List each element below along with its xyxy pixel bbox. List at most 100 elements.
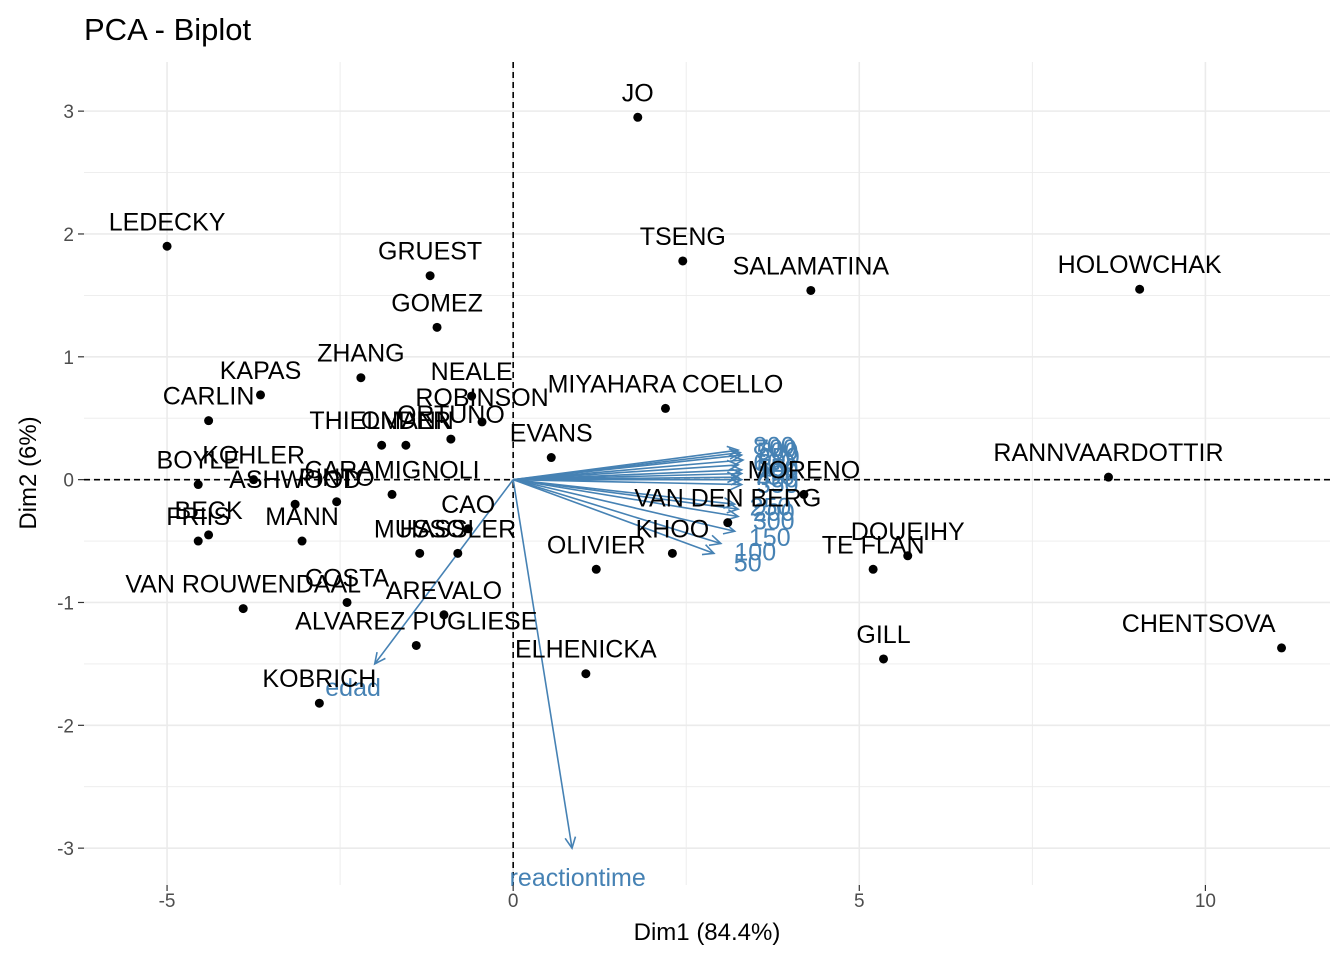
- variable-arrow: [513, 478, 739, 510]
- point-label: LEDECKY: [109, 208, 226, 236]
- individual-point: [1277, 643, 1287, 653]
- individual-points: [162, 112, 1287, 708]
- variable-label: edad: [325, 674, 381, 702]
- individual-point: [903, 551, 913, 561]
- point-label: GILL: [856, 621, 910, 649]
- point-label: HASSLER: [399, 515, 516, 543]
- individual-point: [546, 453, 556, 463]
- point-label: GOMEZ: [391, 289, 483, 317]
- point-label: COSTA: [305, 564, 390, 592]
- variable-arrowhead: [708, 534, 723, 547]
- point-label: KOHLER: [202, 442, 305, 470]
- variable-arrowhead: [730, 478, 744, 491]
- point-label: OLIVIER: [547, 531, 646, 559]
- point-label: THIELMANN: [309, 407, 453, 435]
- variable-arrow: [512, 479, 573, 849]
- x-tick-label: 10: [1195, 891, 1216, 912]
- point-label: CARLIN: [163, 383, 255, 411]
- variable-label: 100: [734, 538, 776, 566]
- variable-arrowhead: [701, 544, 716, 556]
- point-label: MORENO: [748, 456, 861, 484]
- point-label: JO: [622, 79, 654, 107]
- variable-arrowhead: [726, 508, 740, 521]
- point-label: PINTO: [299, 464, 375, 492]
- y-tick-label: 1: [63, 348, 74, 369]
- individual-point: [1135, 284, 1145, 294]
- point-label: ASHWOOD: [229, 466, 361, 494]
- point-label: GRUEST: [378, 238, 482, 266]
- individual-point: [314, 698, 324, 708]
- variable-arrows: 5008007006506005504004507503502502003001…: [325, 432, 799, 892]
- point-label: CARAMIGNOLI: [305, 456, 480, 484]
- variable-label: 650: [758, 443, 800, 471]
- individual-point: [401, 440, 411, 450]
- point-label: MIYAHARA COELLO: [548, 370, 784, 398]
- variable-label: 350: [757, 471, 799, 499]
- individual-point: [439, 610, 449, 620]
- variable-label: 400: [757, 459, 799, 487]
- individual-point: [879, 654, 889, 664]
- individual-point: [453, 548, 463, 558]
- individual-point: [411, 640, 421, 650]
- y-tick-label: 2: [63, 225, 74, 246]
- individual-point: [162, 241, 172, 251]
- point-label: VAN DEN BERG: [634, 485, 821, 513]
- y-axis-label: Dim2 (6%): [15, 416, 42, 529]
- point-label: ONDER: [361, 407, 451, 435]
- point-label: CHENTSOVA: [1122, 610, 1276, 638]
- individual-point: [377, 440, 387, 450]
- x-axis-label: Dim1 (84.4%): [634, 919, 781, 946]
- individual-point: [463, 524, 473, 534]
- individual-point: [290, 499, 300, 509]
- individual-point: [297, 536, 307, 546]
- individual-point: [249, 475, 259, 485]
- x-tick-label: -5: [159, 891, 176, 912]
- variable-arrow: [374, 479, 514, 665]
- axis-ticks: -5 0 5 10 -3 -2 -1 0 1 2 3: [57, 102, 1216, 912]
- variable-arrow: [512, 478, 715, 555]
- variable-arrow: [513, 476, 739, 481]
- individual-point: [432, 322, 442, 332]
- point-label: BOYLE: [157, 447, 240, 475]
- individual-point: [723, 518, 733, 528]
- individual-point: [238, 604, 248, 614]
- point-labels: JO LEDECKY GRUEST TSENG GOMEZ SALAMATINA HOLOW…: [109, 79, 1276, 693]
- individual-point: [799, 489, 809, 499]
- variable-arrow: [513, 464, 739, 481]
- individual-point: [193, 480, 203, 490]
- individual-point: [660, 403, 670, 413]
- y-tick-label: 0: [63, 471, 74, 492]
- point-label: HOLOWCHAK: [1058, 251, 1222, 279]
- variable-arrowhead: [723, 497, 737, 509]
- individual-point: [342, 597, 352, 607]
- variable-arrowhead: [564, 836, 577, 850]
- point-label: ORTUNO: [397, 401, 505, 429]
- individual-point: [256, 390, 266, 400]
- point-label: SALAMATINA: [733, 252, 890, 280]
- chart-title: PCA - Biplot: [84, 12, 252, 47]
- point-label: BECK: [175, 497, 243, 525]
- individual-point: [477, 417, 487, 427]
- variable-label: 800: [753, 432, 795, 460]
- point-label: KHOO: [636, 515, 710, 543]
- variable-label: 300: [753, 507, 795, 535]
- individual-point: [332, 497, 342, 507]
- point-label: TSENG: [640, 223, 726, 251]
- individual-point: [806, 285, 816, 295]
- individual-point: [425, 271, 435, 281]
- point-label: CAO: [441, 491, 495, 519]
- individual-point: [591, 564, 601, 574]
- point-label: ROBINSON: [415, 384, 548, 412]
- point-label: EVANS: [510, 420, 593, 448]
- individual-point: [204, 416, 214, 426]
- point-label: ALVAREZ PUGLIESE: [295, 607, 537, 635]
- point-label: RANNVAARDOTTIR: [993, 439, 1223, 467]
- point-label: NEALE: [431, 358, 513, 386]
- individual-point: [678, 256, 688, 266]
- variable-label: 700: [755, 435, 797, 463]
- individual-point: [868, 564, 878, 574]
- individual-point: [581, 669, 591, 679]
- point-label: TE FLAN: [822, 531, 925, 559]
